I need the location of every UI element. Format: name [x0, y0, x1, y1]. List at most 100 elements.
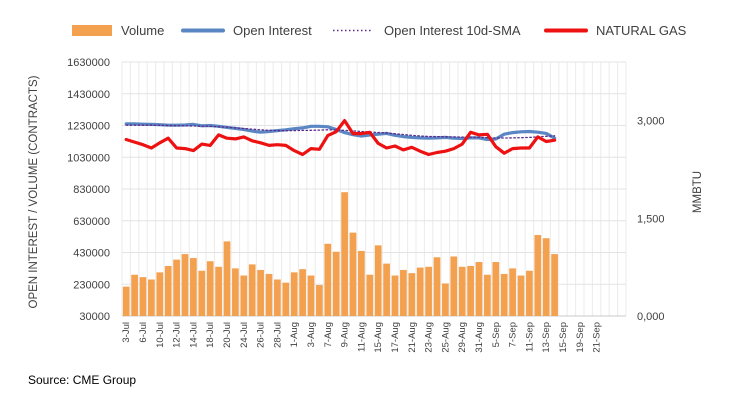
left-tick-label: 30000 — [79, 311, 110, 323]
left-tick-label: 1230000 — [67, 121, 110, 133]
left-tick-label: 1030000 — [67, 152, 110, 164]
x-tick-label: 24-Jul — [239, 322, 250, 348]
left-tick-label: 1430000 — [67, 89, 110, 101]
volume-bar — [265, 273, 273, 316]
legend-label: Open Interest — [233, 23, 312, 38]
left-tick-label: 1630000 — [67, 57, 110, 69]
legend: Volume Open Interest Open Interest 10d-SMA… — [72, 23, 687, 38]
volume-bar — [299, 269, 306, 316]
natural-gas-line — [124, 118, 557, 157]
x-tick-label: 6-Jul — [138, 322, 149, 343]
right-tick-label: 1,500 — [637, 213, 665, 225]
legend-swatch-volume — [72, 25, 112, 36]
volume-bar — [324, 243, 332, 316]
x-tick-label: 13-Sep — [541, 322, 552, 353]
x-tick-label: 15-Sep — [558, 322, 569, 353]
grid-lines — [121, 61, 627, 317]
open-interest-sma-line — [125, 124, 556, 139]
x-tick-label: 21-Aug — [407, 322, 418, 353]
volume-bar — [290, 272, 298, 316]
volume-bar — [416, 267, 424, 316]
volume-bar — [534, 235, 542, 316]
volume-bar — [206, 261, 214, 316]
volume-bar — [425, 266, 432, 316]
volume-bar — [257, 269, 264, 316]
x-tick-label: 9-Aug — [340, 322, 351, 347]
x-tick-label: 17-Aug — [390, 322, 401, 353]
x-tick-label: 20-Jul — [222, 322, 233, 348]
volume-bar — [475, 262, 483, 316]
legend-label: NATURAL GAS — [596, 23, 687, 38]
x-tick-label: 21-Sep — [592, 322, 603, 353]
volume-bar — [517, 275, 525, 316]
volume-bar — [383, 263, 390, 316]
volume-bar — [307, 275, 315, 316]
volume-bar — [341, 192, 348, 316]
volume-bars — [122, 192, 558, 316]
left-tick-label: 430000 — [73, 248, 110, 260]
volume-bar — [400, 269, 407, 316]
x-tick-label: 23-Aug — [424, 322, 435, 353]
volume-bar — [198, 270, 206, 316]
x-tick-label: 11-Sep — [524, 322, 535, 352]
right-axis-ticks: 0,000 1,500 3,000 — [637, 116, 665, 323]
right-tick-label: 0,000 — [637, 311, 665, 323]
volume-bar — [173, 259, 180, 316]
source-note: Source: CME Group — [28, 373, 137, 387]
legend-label: Volume — [121, 23, 164, 38]
volume-bar — [131, 274, 138, 316]
volume-bar — [366, 274, 374, 316]
volume-bar — [450, 256, 458, 316]
right-axis-label: MMBTU — [692, 171, 704, 213]
left-axis-ticks: 30000 230000 430000 630000 830000 1030000 1230… — [67, 57, 110, 323]
x-tick-label: 10-Jul — [155, 322, 166, 348]
x-axis-ticks: 3-Jul 6-Jul 10-Jul 12-Jul 14-Jul 18-Jul 20-Jul… — [121, 322, 602, 353]
volume-bar — [164, 265, 172, 316]
x-tick-label: 5-Sep — [491, 322, 502, 347]
volume-bar — [232, 268, 239, 316]
left-tick-label: 830000 — [73, 184, 110, 196]
volume-bar — [484, 274, 491, 316]
volume-bar — [500, 273, 508, 316]
volume-bar — [358, 250, 365, 316]
volume-bar — [282, 282, 290, 316]
volume-bar — [215, 266, 222, 316]
right-tick-label: 3,000 — [637, 116, 665, 128]
x-tick-label: 25-Aug — [440, 322, 451, 353]
open-interest-line — [124, 122, 557, 142]
x-tick-label: 3-Jul — [121, 322, 132, 343]
volume-bar — [467, 265, 474, 316]
left-tick-label: 630000 — [73, 216, 110, 228]
x-tick-label: 7-Sep — [508, 322, 519, 347]
volume-bar — [551, 254, 558, 316]
x-tick-label: 29-Aug — [457, 322, 468, 353]
volume-bar — [458, 266, 466, 316]
x-tick-label: 19-Sep — [575, 322, 586, 353]
volume-bar — [223, 241, 231, 316]
volume-bar — [139, 277, 147, 316]
volume-bar — [332, 251, 340, 316]
x-tick-label: 7-Aug — [323, 322, 334, 347]
legend-label: Open Interest 10d-SMA — [384, 23, 521, 38]
volume-bar — [391, 275, 399, 316]
x-tick-label: 31-Aug — [474, 322, 485, 353]
x-tick-label: 11-Aug — [356, 322, 367, 352]
volume-bar — [240, 275, 248, 316]
volume-bar — [274, 279, 281, 316]
volume-bar — [122, 286, 130, 316]
left-axis-label: OPEN INTEREST / VOLUME (CONTRACTS) — [28, 75, 40, 308]
volume-bar — [181, 254, 189, 316]
x-tick-label: 14-Jul — [188, 322, 199, 348]
x-tick-label: 26-Jul — [256, 322, 267, 348]
x-tick-label: 3-Aug — [306, 322, 317, 347]
volume-bar — [190, 258, 197, 316]
volume-bar — [542, 238, 550, 316]
volume-bar — [316, 285, 323, 316]
x-tick-label: 12-Jul — [172, 322, 183, 348]
volume-bar — [148, 279, 155, 316]
x-tick-label: 15-Aug — [373, 322, 384, 353]
x-tick-label: 1-Aug — [289, 322, 300, 347]
volume-bar — [509, 268, 516, 316]
volume-bar — [433, 257, 441, 316]
